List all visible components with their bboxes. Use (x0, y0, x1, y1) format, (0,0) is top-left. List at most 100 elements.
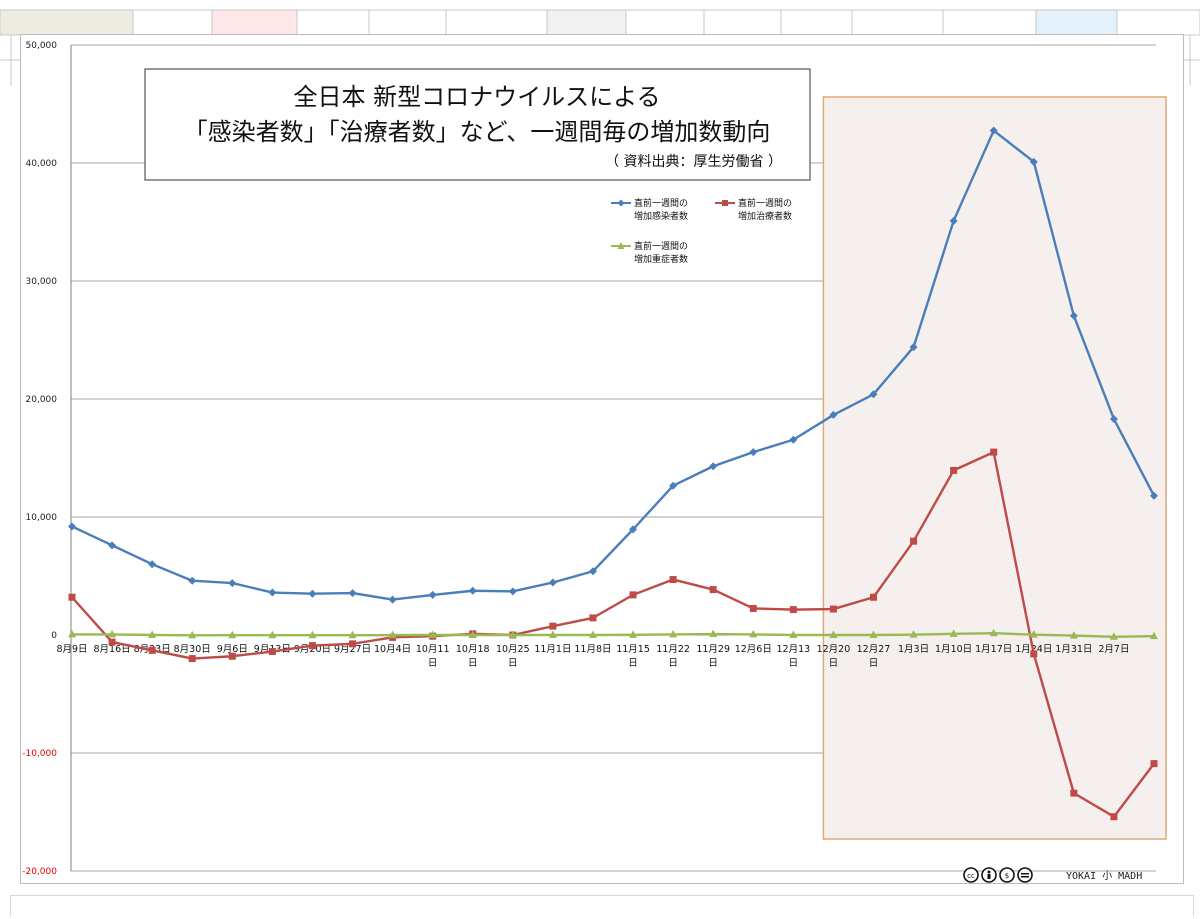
legend-label: 増加感染者数 (634, 210, 688, 222)
x-tick-label: 11月22 (656, 644, 690, 655)
y-axis-ticks: -20,000 -10,000 0 10,000 20,000 30,000 40,000 5… (22, 41, 57, 877)
data-point (1110, 813, 1118, 821)
y-tick-label: -10,000 (22, 749, 57, 759)
data-point (548, 578, 557, 587)
brand-credit: YOKAI 小 MADH (1066, 870, 1142, 882)
data-point (789, 435, 798, 444)
data-point (308, 642, 316, 650)
data-point (188, 655, 196, 663)
series-line (72, 632, 1155, 638)
data-point (629, 630, 638, 638)
x-tick-label: 9月6日 (217, 644, 248, 655)
data-point (669, 576, 677, 584)
x-tick-label: 12月20 (817, 644, 851, 655)
chart-title-line1: 全日本 新型コロナウイルスによる (294, 83, 661, 111)
data-point (989, 628, 998, 637)
data-point (348, 589, 357, 598)
data-point (1150, 760, 1158, 768)
data-point (1109, 632, 1118, 640)
y-tick-label: 0 (51, 631, 57, 641)
data-point (388, 595, 397, 604)
data-point (428, 630, 437, 638)
data-point (1109, 415, 1118, 424)
x-tick-label: 日 (508, 658, 518, 669)
data-point (349, 640, 357, 648)
line-chart: -20,000 -10,000 0 10,000 20,000 30,000 40,000 5… (22, 41, 1167, 883)
svg-text:$: $ (1005, 872, 1009, 880)
svg-text:cc: cc (967, 872, 975, 880)
x-tick-label: 8月16日 (94, 644, 131, 655)
data-point (388, 630, 397, 639)
data-point (990, 448, 998, 456)
data-point (829, 605, 837, 613)
title-box: 全日本 新型コロナウイルスによる 「感染者数」「治療者数」など、一週間毎の増加数… (144, 68, 811, 181)
bottom-strip (10, 895, 1194, 916)
legend-marker (722, 200, 728, 206)
x-tick-label: 日 (468, 658, 478, 669)
series-lines (68, 126, 1158, 821)
data-point (268, 588, 277, 597)
data-point (148, 560, 157, 569)
data-point (228, 579, 237, 588)
data-point (949, 216, 958, 225)
chart-title-line2: 「感染者数」「治療者数」など、一週間毎の増加数動向 (184, 118, 771, 146)
data-point (148, 646, 156, 654)
data-point (468, 586, 477, 595)
x-tick-label: 8月9日 (56, 644, 87, 655)
data-point (348, 630, 357, 639)
data-point (508, 630, 517, 638)
x-tick-label: 日 (628, 658, 638, 669)
data-point (1069, 631, 1078, 639)
data-point (468, 630, 477, 638)
legend-label: 増加治療者数 (738, 210, 792, 222)
data-point (1069, 311, 1078, 320)
legend-label: 増加重症者数 (634, 253, 688, 265)
data-point (869, 390, 878, 399)
data-point (428, 590, 437, 599)
data-point (228, 630, 237, 639)
x-tick-label: 日 (668, 658, 678, 669)
legend-marker (617, 242, 625, 249)
x-tick-label: 日 (789, 658, 799, 669)
y-tick-label: -20,000 (22, 867, 57, 877)
data-point (108, 541, 117, 550)
x-tick-label: 1月31日 (1055, 644, 1092, 655)
x-tick-label: 2月7日 (1098, 644, 1129, 655)
legend-marker (617, 199, 625, 207)
data-point (629, 591, 637, 599)
y-tick-label: 40,000 (26, 159, 58, 169)
data-point (829, 630, 838, 638)
data-point (549, 622, 557, 630)
data-point (909, 630, 918, 638)
legend-label: 直前一週間の (634, 240, 688, 252)
x-tick-label: 日 (829, 658, 839, 669)
data-point (308, 630, 317, 639)
data-point (669, 629, 678, 638)
x-tick-label: 11月29 (696, 644, 730, 655)
data-point (508, 587, 517, 596)
data-point (588, 630, 597, 638)
series-line (71, 450, 1155, 818)
chart-area: -20,000 -10,000 0 10,000 20,000 30,000 40,000 5… (20, 34, 1184, 884)
data-point (789, 630, 798, 638)
data-point (789, 606, 797, 614)
y-tick-label: 20,000 (26, 395, 58, 405)
x-tick-label: 12月6日 (735, 644, 772, 655)
legend-label: 直前一週間の (738, 197, 792, 209)
x-tick-label: 1月10日 (935, 644, 972, 655)
data-point (1150, 631, 1158, 640)
data-point (68, 522, 76, 531)
series-line (71, 129, 1156, 601)
data-point (1029, 157, 1038, 166)
x-tick-label: 9月20日 (294, 644, 331, 655)
x-tick-label: 1月17日 (975, 644, 1012, 655)
data-point (749, 604, 757, 612)
data-point (1030, 650, 1038, 658)
data-point (1150, 491, 1158, 500)
x-tick-label: 日 (708, 658, 718, 669)
chart-source: （ 資料出典：厚生労働省 ） (605, 154, 782, 170)
x-tick-label: 10月25 (496, 644, 530, 655)
credit: cc $ YOKAI 小 MADH (963, 867, 1142, 883)
data-point (869, 593, 877, 601)
